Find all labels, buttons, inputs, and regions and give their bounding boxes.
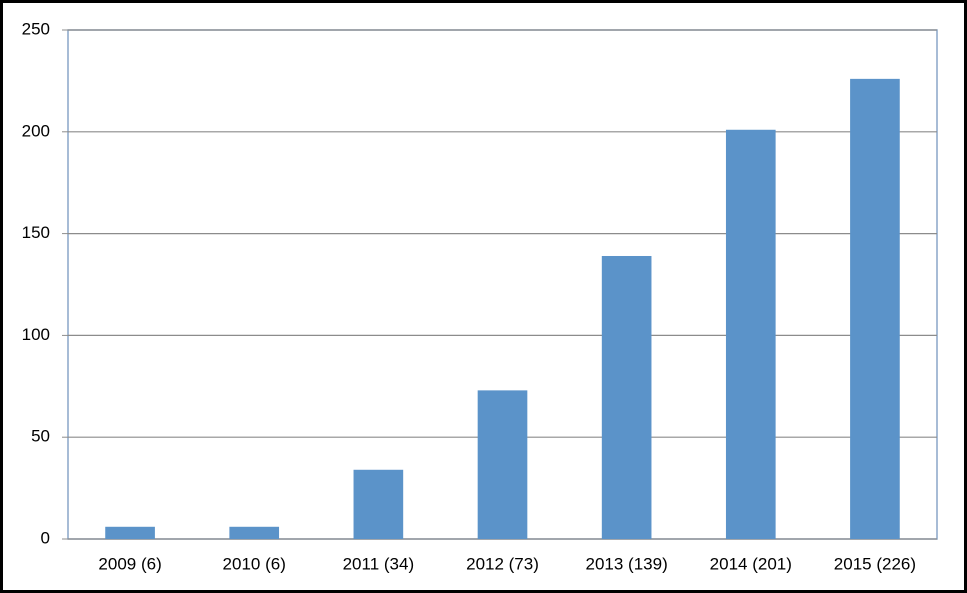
x-tick-label: 2011 (34) <box>343 554 415 573</box>
bar <box>105 526 155 539</box>
x-tick-label: 2010 (6) <box>223 554 286 573</box>
bar <box>353 469 404 539</box>
bar <box>601 255 652 539</box>
x-tick-label: 2009 (6) <box>98 554 161 573</box>
y-tick-label: 200 <box>22 121 50 140</box>
x-tick-label: 2012 (73) <box>466 554 539 573</box>
bar <box>477 390 528 539</box>
y-tick-label: 0 <box>41 528 50 547</box>
y-tick-label: 100 <box>22 325 50 344</box>
bar <box>229 526 280 539</box>
x-tick-label: 2015 (226) <box>834 554 916 573</box>
x-tick-label: 2013 (139) <box>586 554 668 573</box>
x-tick-label: 2014 (201) <box>710 554 792 573</box>
y-tick-label: 150 <box>22 223 50 242</box>
y-tick-label: 50 <box>31 427 50 446</box>
bar <box>725 129 776 540</box>
bar <box>850 78 900 539</box>
y-tick-label: 250 <box>22 19 50 38</box>
